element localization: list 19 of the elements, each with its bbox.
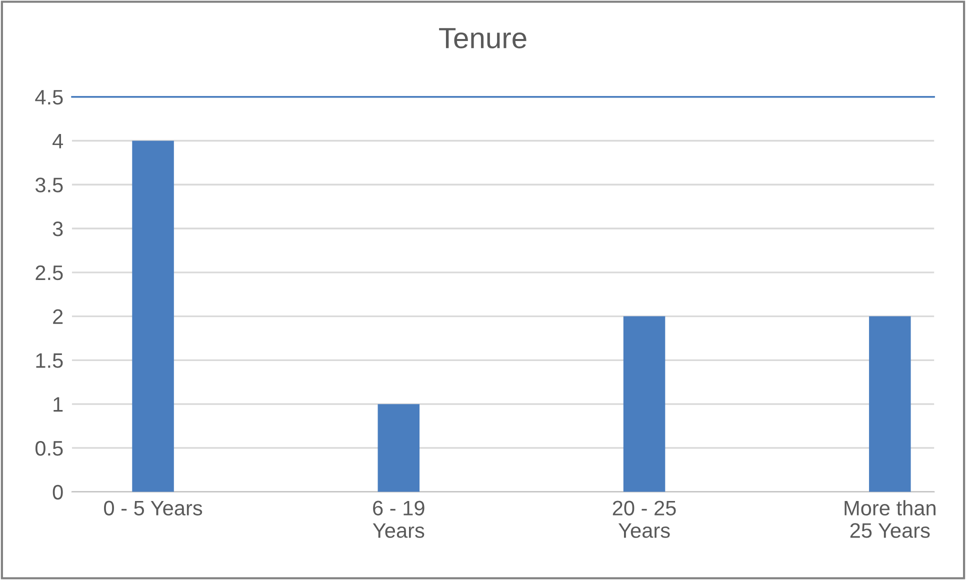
bar — [378, 404, 420, 492]
y-tick-label: 3 — [52, 222, 63, 236]
x-tick-label: 20 - 25 Years — [612, 500, 676, 538]
x-tick-label: 6 - 19 Years — [372, 500, 424, 538]
y-tick-label: 0.5 — [35, 440, 63, 456]
y-tick-label: 1 — [54, 397, 63, 412]
y-tick-label: 0 — [52, 484, 63, 500]
bar — [869, 316, 911, 492]
chart-title: Tenure — [439, 28, 526, 48]
y-tick-label: 3.5 — [35, 178, 63, 192]
y-tick-label: 2 — [53, 309, 63, 324]
bar — [132, 140, 174, 492]
y-tick-label: 2.5 — [36, 265, 63, 280]
y-tick-label: 1.5 — [36, 353, 63, 368]
y-tick-label: 4.5 — [35, 90, 63, 105]
y-tick-label: 4 — [52, 134, 64, 148]
x-tick-label: More than 25 Years — [844, 500, 936, 538]
bar — [623, 316, 666, 492]
x-tick-label: 0 - 5 Years — [104, 500, 202, 516]
